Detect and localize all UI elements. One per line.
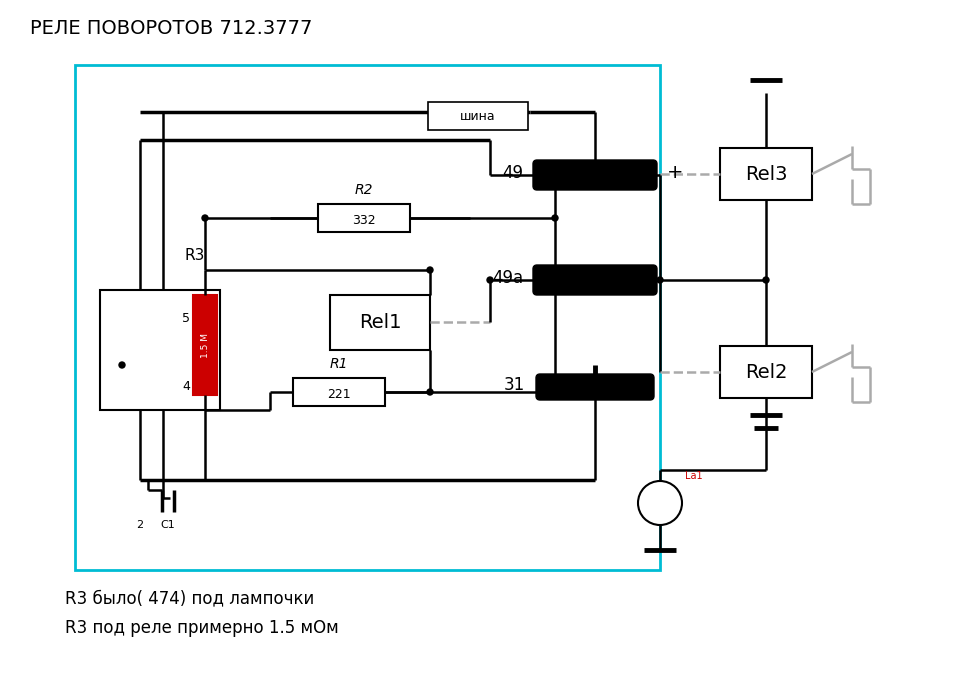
Text: Rel3: Rel3 — [745, 164, 787, 183]
Text: 4: 4 — [182, 380, 190, 394]
Text: R3 под реле примерно 1.5 мОм: R3 под реле примерно 1.5 мОм — [65, 619, 339, 637]
Text: R2: R2 — [355, 183, 373, 197]
Text: 332: 332 — [352, 213, 375, 227]
Bar — [720, 148, 812, 200]
FancyBboxPatch shape — [536, 374, 654, 400]
Circle shape — [202, 215, 208, 221]
Circle shape — [552, 277, 558, 283]
Circle shape — [427, 267, 433, 273]
Text: R3 было( 474) под лампочки: R3 было( 474) под лампочки — [65, 589, 314, 607]
Text: 221: 221 — [327, 388, 350, 401]
Circle shape — [657, 277, 663, 283]
Text: 1.5 M: 1.5 M — [201, 333, 209, 358]
Bar — [100, 290, 220, 410]
Circle shape — [119, 362, 125, 368]
Text: шина: шина — [460, 109, 495, 122]
Bar — [428, 102, 528, 130]
Circle shape — [427, 389, 433, 395]
Bar — [720, 346, 812, 398]
Text: R3: R3 — [185, 249, 205, 263]
Text: Rel1: Rel1 — [359, 312, 401, 331]
Text: 2: 2 — [136, 520, 144, 530]
Text: C1: C1 — [160, 520, 176, 530]
Circle shape — [592, 389, 598, 395]
Text: 5: 5 — [182, 312, 190, 325]
Bar — [293, 378, 385, 406]
Bar — [330, 295, 430, 350]
Text: Rel2: Rel2 — [745, 363, 787, 382]
Circle shape — [552, 215, 558, 221]
Text: R1: R1 — [329, 357, 348, 371]
Text: 49: 49 — [502, 164, 523, 182]
Circle shape — [487, 277, 493, 283]
Bar — [193, 295, 217, 395]
Circle shape — [763, 277, 769, 283]
FancyBboxPatch shape — [533, 160, 657, 190]
Text: РЕЛЕ ПОВОРОТОВ 712.3777: РЕЛЕ ПОВОРОТОВ 712.3777 — [30, 18, 312, 37]
Text: +: + — [667, 164, 684, 183]
Text: 49a: 49a — [492, 269, 523, 287]
Text: La1: La1 — [685, 471, 703, 481]
Bar — [318, 204, 410, 232]
Circle shape — [552, 389, 558, 395]
FancyBboxPatch shape — [533, 265, 657, 295]
Circle shape — [638, 481, 682, 525]
Text: 31: 31 — [504, 376, 525, 394]
